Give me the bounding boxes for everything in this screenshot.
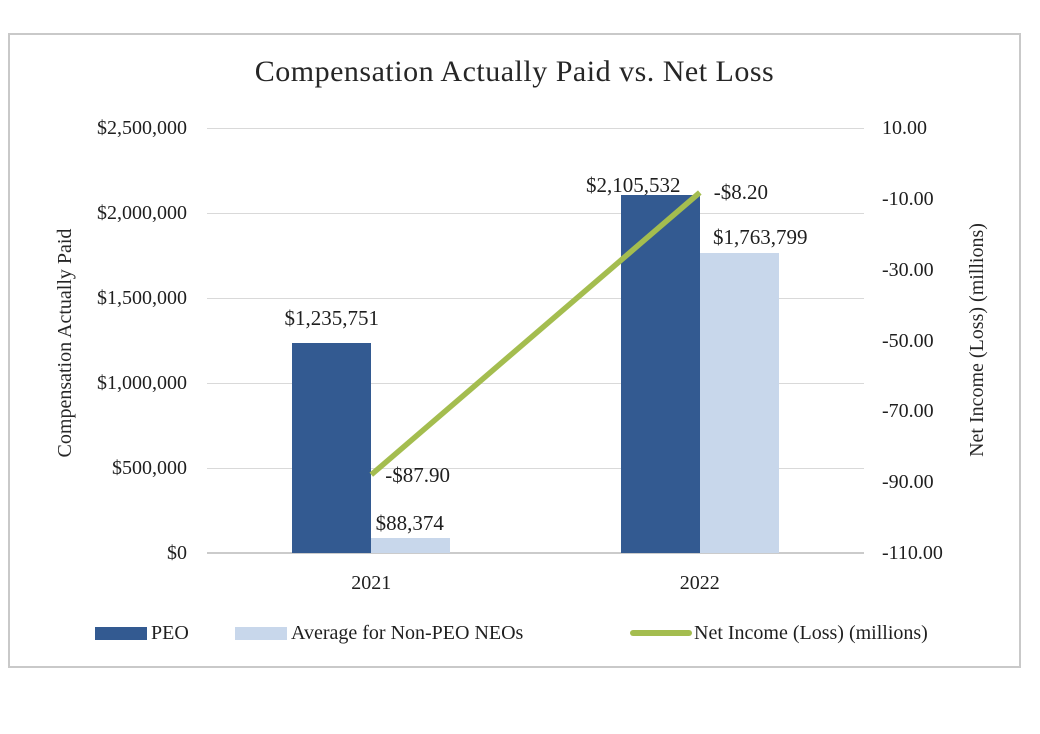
gridline: [207, 127, 864, 129]
bar-data-label: $2,105,532: [586, 173, 681, 198]
peo-swatch-icon: [95, 626, 147, 640]
right-axis-tick-label: -30.00: [882, 258, 934, 281]
left-axis-tick-label: $1,000,000: [97, 372, 187, 394]
legend-label-net-income: Net Income (Loss) (millions): [694, 622, 928, 644]
legend: PEO Average for Non-PEO NEOs Net Income …: [10, 619, 1019, 647]
line-data-label: -$8.20: [713, 180, 768, 205]
bar-data-label: $88,374: [375, 510, 444, 535]
right-axis-tick-label: -110.00: [882, 542, 943, 564]
chart-title: Compensation Actually Paid vs. Net Loss: [254, 55, 775, 88]
legend-label-peo: PEO: [151, 622, 189, 644]
non-peo-neos-swatch-icon: [235, 626, 287, 640]
right-axis-tick-label: 10.00: [882, 117, 927, 139]
right-axis-tick-label: -70.00: [882, 400, 934, 423]
legend-label-non-peo-neos: Average for Non-PEO NEOs: [291, 622, 524, 644]
legend-item-non-peo-neos: Average for Non-PEO NEOs: [235, 619, 523, 647]
chart-frame: Compensation Actually Paid vs. Net Loss …: [8, 33, 1021, 668]
line-data-label: -$87.90: [385, 462, 450, 487]
right-axis-tick-label: -10.00: [882, 187, 934, 210]
bar-data-label: $1,763,799: [713, 225, 808, 250]
left-axis-tick-label: $500,000: [112, 457, 187, 479]
right-axis-tick-label: -90.00: [882, 471, 934, 494]
left-axis-tick-label: $2,500,000: [97, 117, 187, 139]
left-axis-tick-label: $1,500,000: [97, 287, 187, 309]
bar-data-label: $1,235,751: [284, 305, 380, 330]
bar-non-peo-neos-2021: [371, 537, 451, 553]
left-axis-tick-label: $2,000,000: [97, 202, 187, 224]
bar-peo-2021: [292, 342, 372, 553]
net-income-line-swatch-icon: [630, 630, 692, 636]
x-axis-category-label: 2021: [351, 572, 392, 594]
x-axis-line: [207, 552, 864, 554]
left-axis-tick-label: $0: [167, 542, 187, 564]
right-axis-tick-label: -50.00: [882, 329, 934, 352]
legend-item-net-income: Net Income (Loss) (millions): [630, 619, 928, 647]
legend-item-peo: PEO: [95, 619, 189, 647]
gridline: [207, 212, 864, 214]
bar-non-peo-neos-2022: [699, 253, 779, 553]
x-axis-category-label: 2022: [679, 572, 720, 594]
left-axis-title: Compensation Actually Paid: [54, 228, 76, 458]
